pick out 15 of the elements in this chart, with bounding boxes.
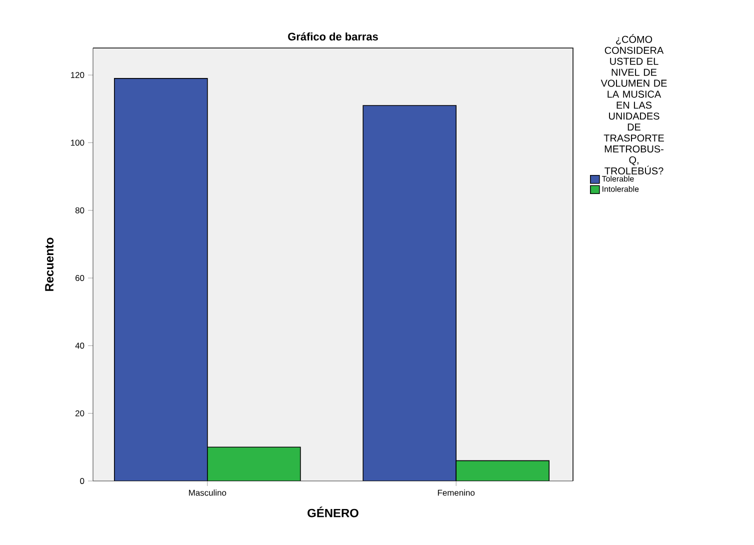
- y-tick-label: 0: [80, 478, 84, 484]
- y-tick-label: 40: [75, 342, 84, 349]
- y-tick-label: 80: [75, 207, 84, 214]
- y-tick-label: 120: [71, 72, 84, 78]
- chart-title: Gráfico de barras: [288, 32, 378, 40]
- x-tick-label: Femenino: [438, 490, 475, 496]
- x-tick-label: Masculino: [189, 490, 226, 496]
- text: ¿CÓMO CONSIDERA USTED EL NIVEL DE VOLUMEN DE LA MUSICA EN LAS UNIDADES DE TRASPORTE METROBUS-Q, TROLEBÚS?: [600, 34, 667, 174]
- y-tick-label: 100: [71, 140, 84, 146]
- y-axis-title: Recuento: [45, 238, 54, 291]
- bar: [456, 460, 550, 481]
- y-tick-label: 60: [76, 275, 84, 282]
- bar: [207, 446, 301, 481]
- y-tick-label: 20: [75, 410, 84, 416]
- x-axis-title: GÉNERO: [308, 506, 358, 518]
